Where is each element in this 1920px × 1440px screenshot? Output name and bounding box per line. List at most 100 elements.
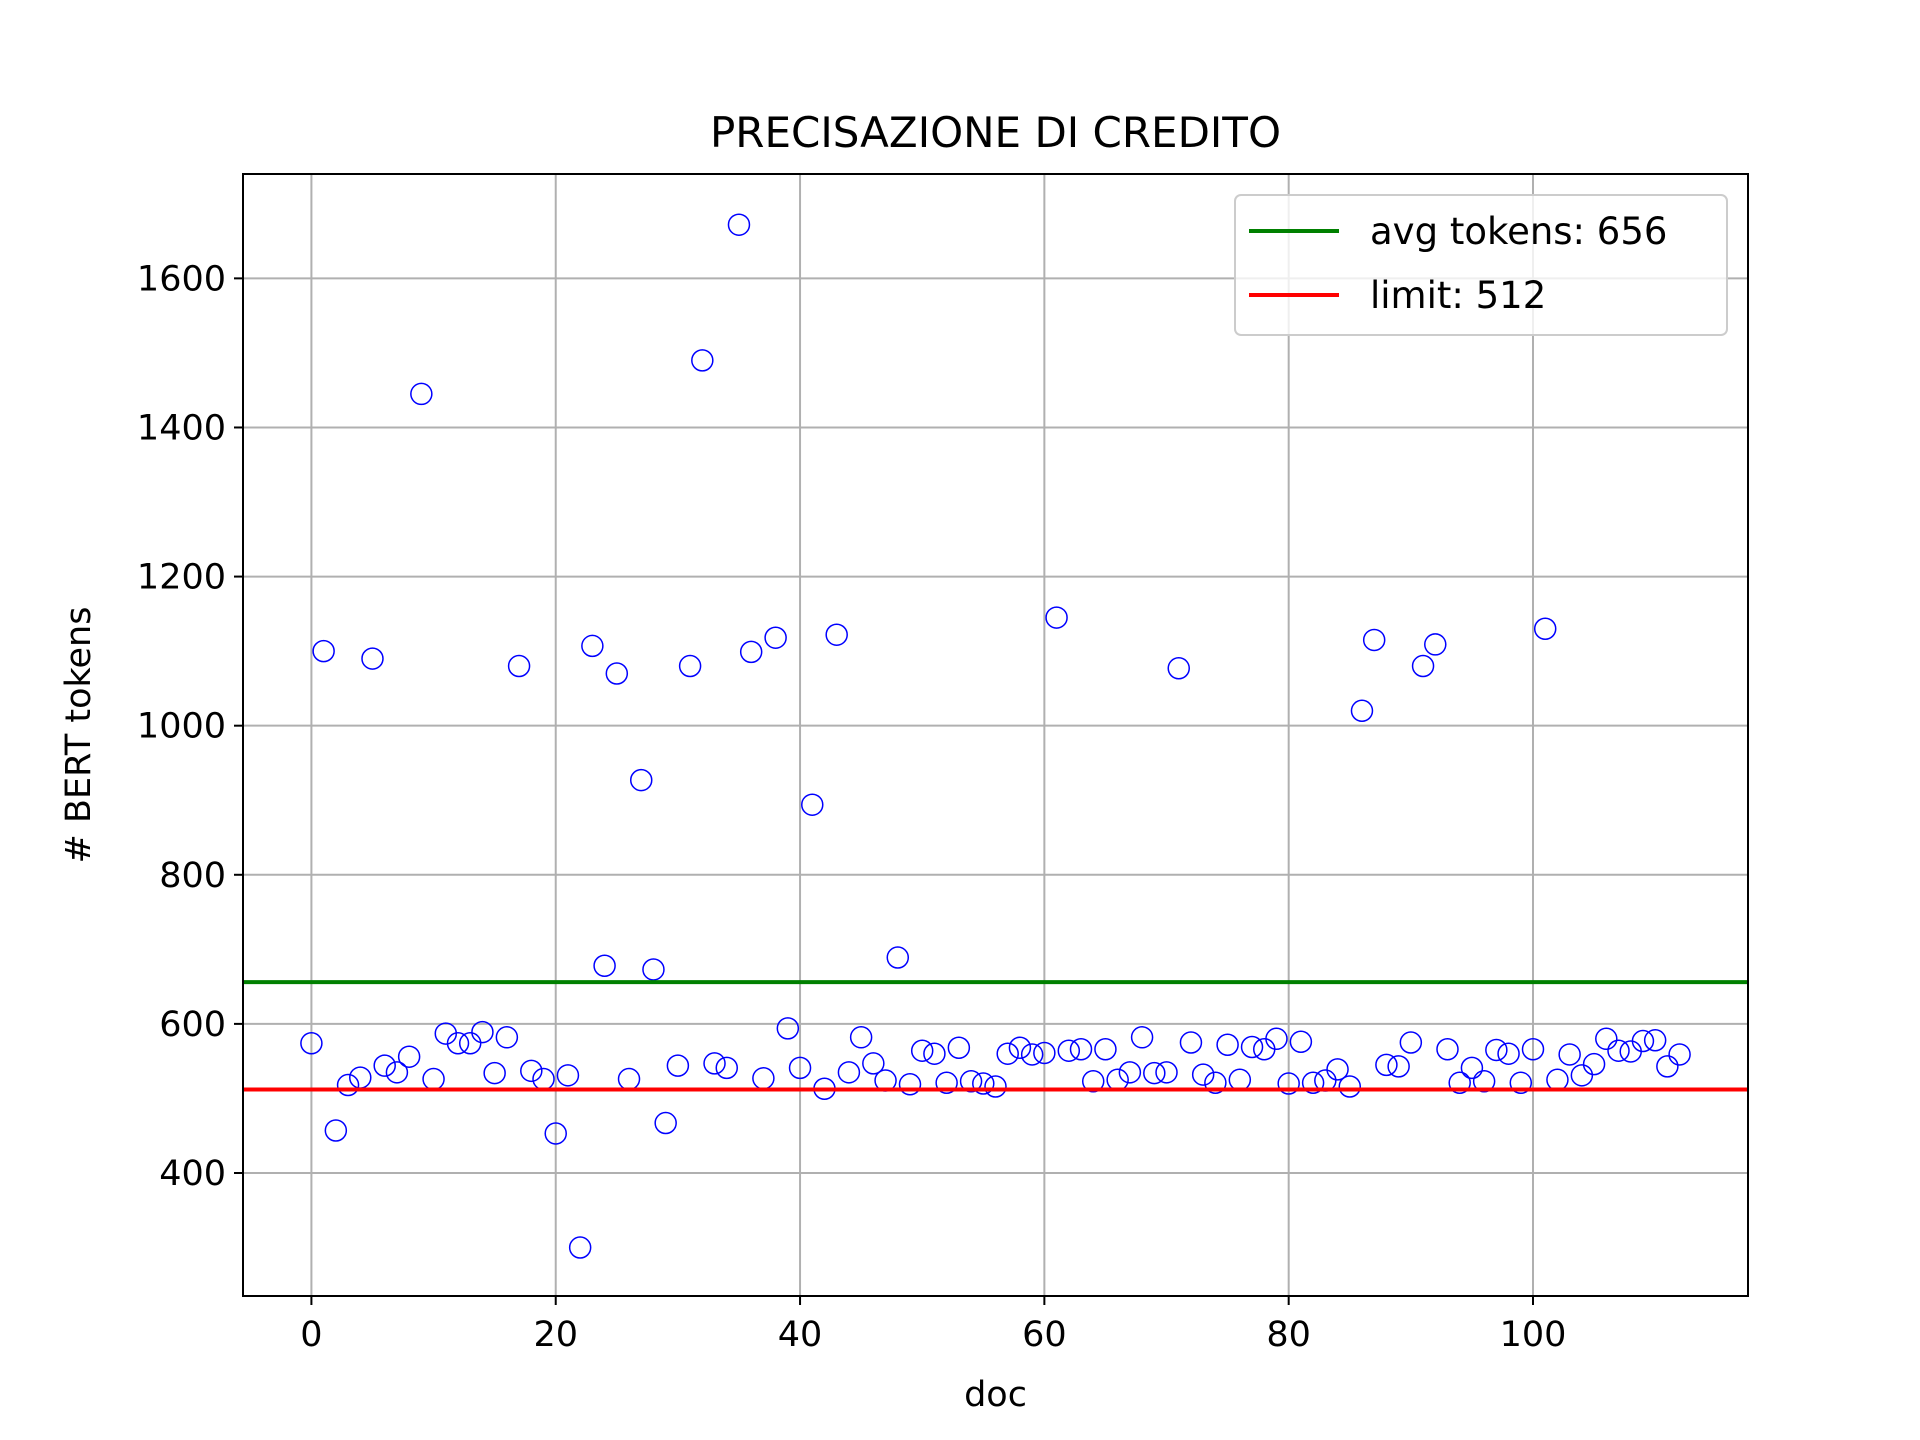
grid	[243, 174, 1748, 1296]
data-point	[1094, 1037, 1117, 1061]
data-point	[739, 640, 763, 664]
data-point	[1533, 617, 1557, 641]
data-point	[678, 654, 702, 678]
data-point	[1179, 1031, 1203, 1054]
data-point	[862, 1052, 885, 1075]
data-point	[373, 1054, 396, 1077]
data-point	[691, 349, 714, 372]
legend-box	[1234, 194, 1728, 336]
y-tick-label: 1000	[137, 707, 226, 747]
data-point	[458, 1032, 482, 1055]
x-tick-label: 80	[1266, 1315, 1311, 1355]
data-point	[1143, 1061, 1166, 1085]
data-point	[361, 647, 384, 670]
data-point	[1338, 1075, 1362, 1098]
data-point	[947, 1036, 971, 1059]
data-point	[1130, 1026, 1154, 1049]
data-point	[1375, 1053, 1398, 1077]
data-point	[1607, 1039, 1630, 1062]
data-point	[483, 1061, 506, 1085]
data-point	[788, 1056, 812, 1080]
data-point	[507, 654, 531, 678]
data-point	[385, 1061, 409, 1084]
data-point	[1460, 1056, 1484, 1080]
data-point	[300, 1032, 323, 1055]
data-point	[898, 1073, 922, 1096]
data-point	[1570, 1064, 1594, 1087]
data-point	[935, 1071, 958, 1095]
data-point	[1240, 1035, 1264, 1059]
data-point	[556, 1064, 580, 1087]
data-point	[1497, 1042, 1520, 1065]
data-point	[776, 1017, 800, 1040]
data-point	[1265, 1027, 1288, 1051]
data-point	[910, 1039, 934, 1062]
y-tick-label: 800	[159, 856, 226, 896]
legend-label: avg tokens: 656	[1370, 210, 1667, 253]
data-point	[568, 1236, 592, 1259]
x-tick-label: 0	[300, 1315, 322, 1355]
data-point	[715, 1056, 738, 1080]
data-point	[1387, 1055, 1410, 1078]
data-point	[959, 1070, 983, 1093]
data-point	[1301, 1071, 1325, 1095]
data-point	[984, 1075, 1007, 1098]
data-point	[1521, 1037, 1545, 1061]
data-point	[849, 1026, 873, 1049]
data-point	[410, 382, 433, 406]
data-point	[1509, 1071, 1533, 1095]
data-point	[1289, 1030, 1313, 1054]
data-point	[1191, 1063, 1215, 1086]
data-point	[1424, 633, 1447, 656]
data-point	[1595, 1027, 1618, 1051]
data-point	[923, 1042, 946, 1065]
data-point	[1081, 1070, 1105, 1093]
data-point	[495, 1026, 519, 1049]
data-point	[593, 954, 616, 977]
data-point	[1362, 628, 1386, 652]
data-point	[544, 1122, 567, 1145]
ticks: 0 20 40 60 80 100 400 600 800 1000 1200 1400 1600	[137, 259, 1566, 1355]
y-tick-label: 1600	[137, 259, 226, 299]
data-point	[1277, 1072, 1300, 1095]
data-point	[654, 1111, 677, 1135]
data-point	[764, 626, 787, 649]
data-point	[666, 1054, 690, 1077]
data-point	[703, 1052, 726, 1075]
data-point	[605, 662, 629, 685]
data-point	[1448, 1071, 1471, 1095]
x-tick-label: 20	[533, 1315, 578, 1355]
data-point	[1167, 657, 1190, 680]
data-point	[324, 1119, 348, 1142]
data-point	[1656, 1055, 1679, 1078]
data-point	[520, 1059, 543, 1083]
data-point	[1411, 654, 1435, 678]
data-point	[1045, 606, 1068, 629]
data-point	[1582, 1052, 1606, 1076]
y-tick-label: 400	[159, 1154, 226, 1194]
data-point	[1558, 1043, 1581, 1066]
data-point	[1020, 1043, 1044, 1066]
y-tick-label: 1400	[137, 408, 226, 448]
plot-frame	[242, 173, 1749, 1297]
y-tick-label: 1200	[137, 558, 226, 598]
data-point	[886, 946, 910, 969]
data-point	[1033, 1041, 1056, 1065]
data-point	[1204, 1071, 1227, 1095]
data-point	[1472, 1070, 1496, 1093]
data-point	[397, 1045, 421, 1068]
data-point	[1326, 1058, 1349, 1081]
data-point	[1399, 1031, 1423, 1054]
data-point	[629, 768, 653, 792]
x-tick-label: 60	[1022, 1315, 1067, 1355]
data-point	[1008, 1036, 1032, 1059]
x-axis-label: doc	[964, 1375, 1027, 1415]
data-point	[581, 634, 604, 658]
chart-title: PRECISAZIONE DI CREDITO	[710, 108, 1281, 157]
data-point	[1631, 1029, 1655, 1053]
y-axis-label: # BERT tokens	[59, 607, 99, 864]
data-point	[801, 793, 824, 816]
legend: avg tokens: 656 limit: 512	[1234, 194, 1728, 336]
data-point	[727, 213, 751, 236]
data-point	[972, 1072, 995, 1095]
